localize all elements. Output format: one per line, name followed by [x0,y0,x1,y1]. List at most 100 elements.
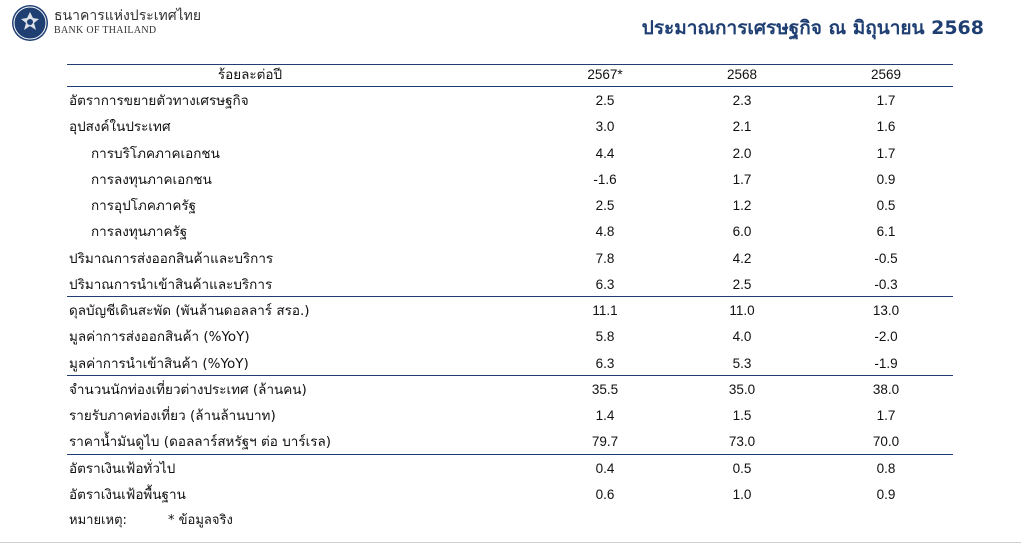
row-value-2567: 2.5 [595,93,615,108]
row-value-2568: 4.0 [732,329,752,345]
row-value-2569: 0.5 [876,198,896,213]
table-row: การลงทุนภาครัฐ 4.8 6.0 6.1 [67,219,953,245]
row-value-2568: 1.2 [732,198,752,213]
row-value-2567: 1.4 [595,408,615,423]
table-row: อุปสงค์ในประเทศ 3.0 2.1 1.6 [67,114,953,140]
row-label: การลงทุนภาครัฐ [91,224,188,241]
table-row: อัตราการขยายตัวทางเศรษฐกิจ 2.5 2.3 1.7 [67,88,953,114]
row-label: ราคาน้ำมันดูไบ (ดอลลาร์สหรัฐฯ ต่อ บาร์เร… [69,434,331,451]
row-value-2569: 0.9 [876,171,896,187]
header-year-2567: 2567* [587,67,623,82]
row-value-2569: 1.7 [876,408,896,423]
row-value-2567: 4.4 [595,145,615,161]
table-row: การลงทุนภาคเอกชน -1.6 1.7 0.9 [67,167,953,193]
table-row: ราคาน้ำมันดูไบ (ดอลลาร์สหรัฐฯ ต่อ บาร์เร… [67,429,953,455]
row-value-2569: 0.9 [876,486,896,502]
row-value-2567: 0.4 [595,460,615,476]
row-value-2568: 2.0 [732,145,752,161]
page-title: ประมาณการเศรษฐกิจ ณ มิถุนายน 2568 [641,17,984,39]
row-value-2568: 4.2 [732,250,752,266]
table-row: อัตราเงินเฟ้อทั่วไป 0.4 0.5 0.8 [67,456,953,482]
row-value-2567: 7.8 [595,250,615,266]
row-value-2569: 1.6 [876,119,896,135]
row-value-2568: 2.1 [732,119,752,135]
row-value-2569: 6.1 [876,224,896,240]
bank-emblem-icon [13,6,47,40]
bank-name-english: BANK OF THAILAND [54,25,157,36]
row-value-2569: -2.0 [874,329,898,345]
row-value-2569: 0.8 [876,460,896,476]
table-row: มูลค่าการนำเข้าสินค้า (%YoY) 6.3 5.3 -1.… [67,351,953,377]
row-value-2569: 13.0 [872,303,900,318]
row-value-2567: 6.3 [595,276,615,292]
table-row: อัตราเงินเฟ้อพื้นฐาน 0.6 1.0 0.9 [67,482,953,508]
table-row: ปริมาณการส่งออกสินค้าและบริการ 7.8 4.2 -… [67,246,953,272]
row-value-2568: 1.5 [732,408,752,423]
table-row: ปริมาณการนำเข้าสินค้าและบริการ 6.3 2.5 -… [67,272,953,298]
row-label: การอุปโภคภาครัฐ [91,198,197,214]
row-value-2568: 6.0 [732,224,752,240]
row-value-2568: 73.0 [728,434,756,450]
row-value-2569: -0.5 [874,250,898,266]
row-value-2567: -1.6 [593,171,617,187]
row-value-2568: 1.0 [732,486,752,502]
row-value-2568: 5.3 [732,355,752,371]
row-value-2568: 1.7 [732,171,752,187]
table-row: จำนวนนักท่องเที่ยวต่างประเทศ (ล้านคน) 35… [67,377,953,403]
bank-logo [12,5,48,41]
row-label: การลงทุนภาคเอกชน [91,171,212,188]
row-label: อัตราการขยายตัวทางเศรษฐกิจ [69,93,249,109]
row-value-2569: 70.0 [872,434,900,450]
header-year-2568: 2568 [726,67,758,82]
row-label: ปริมาณการส่งออกสินค้าและบริการ [69,250,274,267]
row-label: รายรับภาคท่องเที่ยว (ล้านล้านบาท) [69,408,276,424]
bank-name-thai: ธนาคารแห่งประเทศไทย [54,8,202,24]
table-header-row: ร้อยละต่อปี 2567* 2568 2569 [67,64,953,86]
row-value-2567: 5.8 [595,329,615,345]
footnote-label: หมายเหตุ: [69,513,127,528]
section-rule-2 [67,375,953,376]
row-value-2567: 79.7 [591,434,619,450]
table-row: การอุปโภคภาครัฐ 2.5 1.2 0.5 [67,193,953,219]
row-value-2568: 2.5 [732,276,752,292]
row-value-2568: 0.5 [732,460,752,476]
table-row: รายรับภาคท่องเที่ยว (ล้านล้านบาท) 1.4 1.… [67,403,953,429]
row-value-2569: 1.7 [876,145,896,161]
table-row: มูลค่าการส่งออกสินค้า (%YoY) 5.8 4.0 -2.… [67,324,953,350]
table-header-rule [67,86,953,87]
row-value-2567: 11.1 [592,303,618,318]
row-label: มูลค่าการส่งออกสินค้า (%YoY) [69,329,250,346]
section-rule-3 [67,454,953,455]
table-top-rule [67,64,953,65]
section-rule-1 [67,296,953,297]
row-value-2568: 35.0 [728,381,756,397]
row-value-2567: 35.5 [591,381,619,397]
bottom-divider [0,542,1021,543]
table-row: ดุลบัญชีเดินสะพัด (พันล้านดอลลาร์ สรอ.) … [67,298,953,324]
row-value-2567: 0.6 [595,486,615,502]
row-value-2569: 38.0 [872,381,900,397]
row-value-2569: 1.7 [876,93,896,108]
footnote: หมายเหตุ: * ข้อมูลจริง [69,509,233,530]
header-year-2569: 2569 [870,67,902,82]
header: ธนาคารแห่งประเทศไทย BANK OF THAILAND ประ… [0,0,1021,60]
row-value-2567: 3.0 [595,119,615,135]
header-unit: ร้อยละต่อปี [217,67,283,83]
forecast-table: ร้อยละต่อปี 2567* 2568 2569 อัตราการขยาย… [67,64,953,508]
row-value-2567: 2.5 [595,198,615,213]
row-value-2567: 6.3 [595,355,615,371]
row-label: จำนวนนักท่องเที่ยวต่างประเทศ (ล้านคน) [69,381,307,398]
row-value-2568: 11.0 [729,303,755,318]
table-row: การบริโภคภาคเอกชน 4.4 2.0 1.7 [67,141,953,167]
row-label: การบริโภคภาคเอกชน [91,145,220,162]
row-label: อัตราเงินเฟ้อทั่วไป [69,460,176,477]
row-value-2567: 4.8 [595,224,615,240]
row-label: อัตราเงินเฟ้อพื้นฐาน [69,486,186,503]
row-label: ดุลบัญชีเดินสะพัด (พันล้านดอลลาร์ สรอ.) [69,303,310,319]
row-label: ปริมาณการนำเข้าสินค้าและบริการ [69,276,273,293]
row-value-2568: 2.3 [732,93,752,108]
row-label: อุปสงค์ในประเทศ [69,119,171,136]
footnote-text: * ข้อมูลจริง [168,513,233,528]
row-value-2569: -1.9 [874,355,898,371]
row-label: มูลค่าการนำเข้าสินค้า (%YoY) [69,355,249,372]
